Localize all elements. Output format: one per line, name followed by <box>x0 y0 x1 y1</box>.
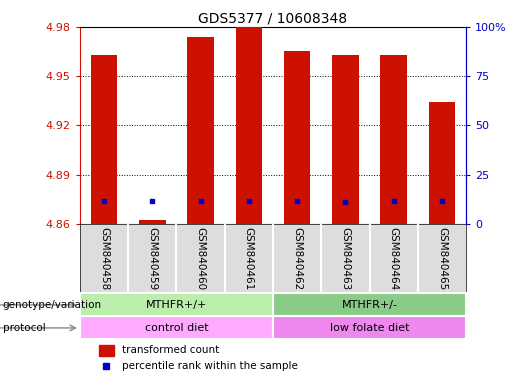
Text: GSM840465: GSM840465 <box>437 227 447 290</box>
Bar <box>235 27 262 224</box>
Text: genotype/variation: genotype/variation <box>3 300 101 310</box>
Bar <box>187 37 214 224</box>
Bar <box>273 293 466 316</box>
Text: GSM840461: GSM840461 <box>244 227 254 290</box>
Text: control diet: control diet <box>145 323 208 333</box>
Text: protocol: protocol <box>3 323 45 333</box>
Bar <box>273 316 466 339</box>
Title: GDS5377 / 10608348: GDS5377 / 10608348 <box>198 12 348 26</box>
Bar <box>80 293 273 316</box>
Bar <box>91 55 117 224</box>
Bar <box>99 345 114 356</box>
Text: low folate diet: low folate diet <box>330 323 409 333</box>
Bar <box>381 55 407 224</box>
Text: GSM840458: GSM840458 <box>99 227 109 290</box>
Bar <box>332 55 358 224</box>
Bar <box>284 51 311 224</box>
Text: GSM840460: GSM840460 <box>196 227 205 290</box>
Text: GSM840464: GSM840464 <box>389 227 399 290</box>
Text: transformed count: transformed count <box>123 346 219 356</box>
Text: GSM840459: GSM840459 <box>147 227 157 290</box>
Bar <box>428 103 455 224</box>
Bar <box>80 316 273 339</box>
Bar <box>139 220 165 224</box>
Text: percentile rank within the sample: percentile rank within the sample <box>123 361 298 371</box>
Text: MTHFR+/-: MTHFR+/- <box>341 300 398 310</box>
Text: GSM840463: GSM840463 <box>340 227 350 290</box>
Text: MTHFR+/+: MTHFR+/+ <box>146 300 207 310</box>
Text: GSM840462: GSM840462 <box>292 227 302 290</box>
